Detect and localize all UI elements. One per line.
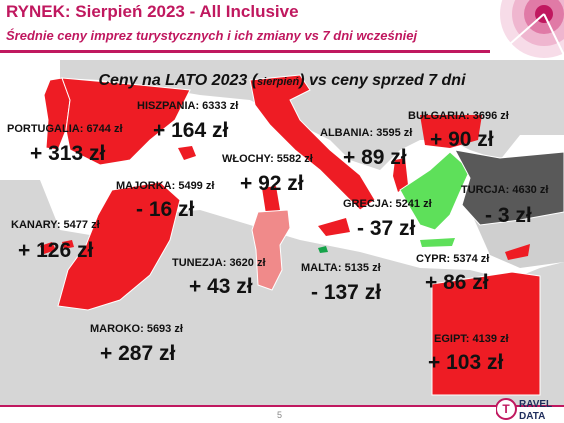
map-title: Ceny na LATO 2023 (sierpień) vs ceny spr… bbox=[98, 72, 466, 89]
region-wlochy-sicily bbox=[318, 218, 350, 236]
mediterranean-map bbox=[0, 60, 564, 405]
change-malta: - 137 zł bbox=[311, 281, 382, 304]
change-maroko: + 287 zł bbox=[100, 342, 176, 365]
label-malta: MALTA: 5135 zł bbox=[301, 262, 381, 274]
header-rule bbox=[0, 50, 490, 53]
label-hiszpania: HISZPANIA: 6333 zł bbox=[137, 100, 239, 112]
label-majorka: MAJORKA: 5499 zł bbox=[116, 180, 215, 192]
travel-data-logo: T RAVEL DATA bbox=[496, 398, 552, 422]
change-cypr: + 86 zł bbox=[425, 271, 489, 294]
logo-letter: T bbox=[502, 402, 510, 416]
label-wlochy: WŁOCHY: 5582 zł bbox=[222, 153, 313, 165]
label-grecja: GRECJA: 5241 zł bbox=[343, 198, 432, 210]
land-europe bbox=[60, 60, 564, 170]
change-albania: + 89 zł bbox=[343, 146, 407, 169]
label-egipt: EGIPT: 4139 zł bbox=[434, 333, 509, 345]
region-egipt bbox=[431, 271, 541, 396]
page-number: 5 bbox=[277, 410, 283, 420]
label-cypr: CYPR: 5374 zł bbox=[416, 253, 490, 265]
change-egipt: + 103 zł bbox=[428, 351, 504, 374]
header-decoration bbox=[474, 0, 564, 62]
slide-title: RYNEK: Sierpień 2023 - All Inclusive bbox=[6, 2, 299, 21]
label-albania: ALBANIA: 3595 zł bbox=[320, 127, 413, 139]
region-grecja bbox=[399, 151, 471, 231]
change-portugalia: + 313 zł bbox=[30, 142, 106, 165]
logo-line1: RAVEL bbox=[519, 399, 552, 410]
change-turcja: - 3 zł bbox=[485, 204, 532, 227]
label-portugalia: PORTUGALIA: 6744 zł bbox=[7, 123, 123, 135]
label-maroko: MAROKO: 5693 zł bbox=[90, 323, 183, 335]
region-grecja-crete bbox=[420, 238, 455, 247]
change-kanary: + 126 zł bbox=[18, 239, 94, 262]
footer-rule bbox=[0, 405, 564, 407]
region-majorka bbox=[178, 146, 196, 160]
region-maroko bbox=[57, 181, 181, 311]
region-kanary-2 bbox=[62, 240, 74, 249]
change-bulgaria: + 90 zł bbox=[430, 128, 494, 151]
slide-subtitle: Średnie ceny imprez turystycznych i ich … bbox=[6, 28, 418, 43]
change-majorka: - 16 zł bbox=[136, 198, 195, 221]
region-cypr bbox=[505, 244, 530, 260]
label-turcja: TURCJA: 4630 zł bbox=[461, 184, 549, 196]
region-malta bbox=[318, 246, 328, 253]
region-kanary bbox=[40, 242, 56, 254]
region-wlochy-sardinia bbox=[262, 186, 280, 214]
change-grecja: - 37 zł bbox=[357, 217, 416, 240]
region-bulgaria bbox=[420, 115, 482, 148]
logo-line2: DATA bbox=[519, 411, 545, 422]
label-kanary: KANARY: 5477 zł bbox=[11, 219, 100, 231]
region-turcja bbox=[454, 149, 564, 226]
region-wlochy bbox=[249, 74, 376, 211]
region-hiszpania bbox=[61, 77, 191, 166]
change-tunezja: + 43 zł bbox=[189, 275, 253, 298]
label-bulgaria: BUŁGARIA: 3696 zł bbox=[408, 110, 509, 122]
change-wlochy: + 92 zł bbox=[240, 172, 304, 195]
label-tunezja: TUNEZJA: 3620 zł bbox=[172, 257, 266, 269]
region-albania bbox=[393, 158, 408, 192]
region-tunezja bbox=[251, 209, 291, 291]
change-hiszpania: + 164 zł bbox=[153, 119, 229, 142]
